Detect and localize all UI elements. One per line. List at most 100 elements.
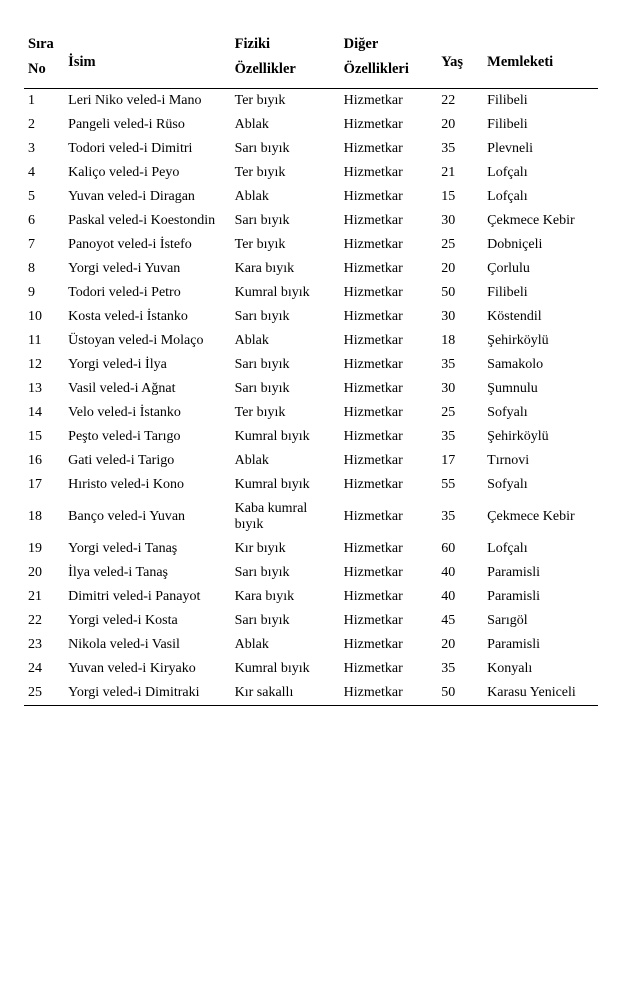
cell-no: 12 bbox=[24, 353, 64, 377]
table-row: 17Hıristo veled-i KonoKumral bıyıkHizmet… bbox=[24, 473, 598, 497]
cell-name: Kosta veled-i İstanko bbox=[64, 305, 230, 329]
cell-phys: Sarı bıyık bbox=[231, 305, 340, 329]
table-row: 13Vasil veled-i AğnatSarı bıyıkHizmetkar… bbox=[24, 377, 598, 401]
cell-no: 4 bbox=[24, 161, 64, 185]
cell-no: 21 bbox=[24, 585, 64, 609]
cell-phys: Ter bıyık bbox=[231, 161, 340, 185]
cell-home: Çekmece Kebir bbox=[483, 497, 598, 537]
cell-name: Pangeli veled-i Rüso bbox=[64, 113, 230, 137]
cell-other: Hizmetkar bbox=[340, 609, 438, 633]
table-row: 20İlya veled-i TanaşSarı bıyıkHizmetkar4… bbox=[24, 561, 598, 585]
table-row: 2Pangeli veled-i RüsoAblakHizmetkar20Fil… bbox=[24, 113, 598, 137]
table-row: 10Kosta veled-i İstankoSarı bıyıkHizmetk… bbox=[24, 305, 598, 329]
cell-no: 18 bbox=[24, 497, 64, 537]
col-phys-h1: Fiziki bbox=[231, 28, 340, 53]
col-no-h2: No bbox=[24, 53, 64, 89]
table-row: 22Yorgi veled-i KostaSarı bıyıkHizmetkar… bbox=[24, 609, 598, 633]
cell-age: 35 bbox=[437, 497, 483, 537]
cell-other: Hizmetkar bbox=[340, 305, 438, 329]
cell-name: İlya veled-i Tanaş bbox=[64, 561, 230, 585]
cell-phys: Sarı bıyık bbox=[231, 353, 340, 377]
cell-home: Samakolo bbox=[483, 353, 598, 377]
cell-phys: Kumral bıyık bbox=[231, 425, 340, 449]
table-row: 25Yorgi veled-i DimitrakiKır sakallıHizm… bbox=[24, 681, 598, 706]
cell-phys: Ablak bbox=[231, 329, 340, 353]
cell-no: 10 bbox=[24, 305, 64, 329]
cell-other: Hizmetkar bbox=[340, 209, 438, 233]
cell-no: 22 bbox=[24, 609, 64, 633]
cell-other: Hizmetkar bbox=[340, 377, 438, 401]
col-home-h1: Memleketi bbox=[483, 28, 598, 89]
cell-phys: Sarı bıyık bbox=[231, 137, 340, 161]
table-row: 7Panoyot veled-i İstefoTer bıyıkHizmetka… bbox=[24, 233, 598, 257]
cell-other: Hizmetkar bbox=[340, 633, 438, 657]
cell-name: Banço veled-i Yuvan bbox=[64, 497, 230, 537]
col-name-h1: İsim bbox=[64, 28, 230, 89]
cell-home: Şumnulu bbox=[483, 377, 598, 401]
cell-home: Plevneli bbox=[483, 137, 598, 161]
cell-age: 30 bbox=[437, 305, 483, 329]
cell-no: 13 bbox=[24, 377, 64, 401]
cell-phys: Kumral bıyık bbox=[231, 281, 340, 305]
table-row: 24Yuvan veled-i KiryakoKumral bıyıkHizme… bbox=[24, 657, 598, 681]
cell-age: 50 bbox=[437, 681, 483, 706]
cell-phys: Kara bıyık bbox=[231, 257, 340, 281]
cell-name: Nikola veled-i Vasil bbox=[64, 633, 230, 657]
cell-other: Hizmetkar bbox=[340, 281, 438, 305]
cell-age: 22 bbox=[437, 89, 483, 114]
cell-phys: Kara bıyık bbox=[231, 585, 340, 609]
table-row: 9Todori veled-i PetroKumral bıyıkHizmetk… bbox=[24, 281, 598, 305]
cell-other: Hizmetkar bbox=[340, 473, 438, 497]
table-row: 3Todori veled-i DimitriSarı bıyıkHizmetk… bbox=[24, 137, 598, 161]
table-row: 14Velo veled-i İstankoTer bıyıkHizmetkar… bbox=[24, 401, 598, 425]
cell-name: Yorgi veled-i Yuvan bbox=[64, 257, 230, 281]
table-row: 18Banço veled-i YuvanKaba kumral bıyıkHi… bbox=[24, 497, 598, 537]
cell-other: Hizmetkar bbox=[340, 657, 438, 681]
cell-no: 5 bbox=[24, 185, 64, 209]
cell-name: Yorgi veled-i Tanaş bbox=[64, 537, 230, 561]
table-row: 15Peşto veled-i TarıgoKumral bıyıkHizmet… bbox=[24, 425, 598, 449]
table-row: 21Dimitri veled-i PanayotKara bıyıkHizme… bbox=[24, 585, 598, 609]
cell-other: Hizmetkar bbox=[340, 497, 438, 537]
cell-other: Hizmetkar bbox=[340, 681, 438, 706]
cell-age: 30 bbox=[437, 377, 483, 401]
cell-home: Dobniçeli bbox=[483, 233, 598, 257]
cell-home: Köstendil bbox=[483, 305, 598, 329]
cell-age: 17 bbox=[437, 449, 483, 473]
table-row: 11Üstoyan veled-i MolaçoAblakHizmetkar18… bbox=[24, 329, 598, 353]
cell-name: Paskal veled-i Koestondin bbox=[64, 209, 230, 233]
cell-other: Hizmetkar bbox=[340, 257, 438, 281]
table-row: 4Kaliço veled-i PeyoTer bıyıkHizmetkar21… bbox=[24, 161, 598, 185]
cell-phys: Kumral bıyık bbox=[231, 657, 340, 681]
cell-home: Filibeli bbox=[483, 113, 598, 137]
cell-phys: Ablak bbox=[231, 185, 340, 209]
cell-age: 21 bbox=[437, 161, 483, 185]
cell-name: Peşto veled-i Tarıgo bbox=[64, 425, 230, 449]
cell-home: Lofçalı bbox=[483, 185, 598, 209]
cell-name: Hıristo veled-i Kono bbox=[64, 473, 230, 497]
cell-home: Tırnovi bbox=[483, 449, 598, 473]
cell-other: Hizmetkar bbox=[340, 329, 438, 353]
table-row: 23Nikola veled-i VasilAblakHizmetkar20Pa… bbox=[24, 633, 598, 657]
cell-age: 35 bbox=[437, 425, 483, 449]
cell-age: 25 bbox=[437, 401, 483, 425]
cell-name: Gati veled-i Tarigo bbox=[64, 449, 230, 473]
cell-name: Yorgi veled-i Kosta bbox=[64, 609, 230, 633]
cell-name: Velo veled-i İstanko bbox=[64, 401, 230, 425]
cell-age: 15 bbox=[437, 185, 483, 209]
cell-no: 17 bbox=[24, 473, 64, 497]
cell-no: 2 bbox=[24, 113, 64, 137]
cell-home: Filibeli bbox=[483, 89, 598, 114]
cell-phys: Sarı bıyık bbox=[231, 377, 340, 401]
cell-other: Hizmetkar bbox=[340, 353, 438, 377]
cell-no: 1 bbox=[24, 89, 64, 114]
cell-phys: Sarı bıyık bbox=[231, 209, 340, 233]
cell-home: Filibeli bbox=[483, 281, 598, 305]
cell-age: 25 bbox=[437, 233, 483, 257]
cell-phys: Ablak bbox=[231, 633, 340, 657]
cell-home: Lofçalı bbox=[483, 537, 598, 561]
col-other-h2: Özellikleri bbox=[340, 53, 438, 89]
cell-home: Şehirköylü bbox=[483, 329, 598, 353]
cell-home: Karasu Yeniceli bbox=[483, 681, 598, 706]
cell-home: Çekmece Kebir bbox=[483, 209, 598, 233]
